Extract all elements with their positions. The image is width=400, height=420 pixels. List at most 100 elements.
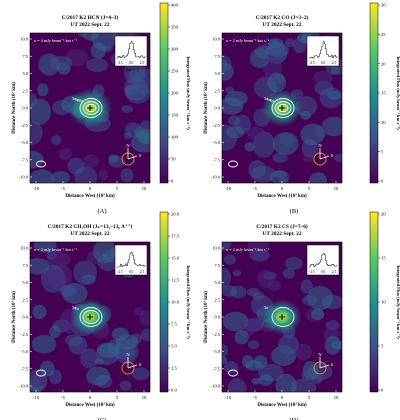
y-tick-label: 10.0 — [212, 37, 220, 42]
panel-subtitle: UT 2022 Sept. 22 — [262, 22, 301, 28]
inset-tick-label: -2.5 — [117, 61, 123, 65]
x-tick-label: 5 — [308, 395, 311, 400]
x-tick-label: -10 — [225, 186, 232, 191]
contour — [82, 310, 100, 324]
y-tick-label: 10.0 — [212, 246, 220, 251]
y-tick-label: 2.5 — [215, 297, 221, 302]
contour — [79, 98, 103, 118]
colorbar — [159, 2, 169, 184]
contour-label: 3σ — [264, 305, 269, 310]
contour-label: 3σ — [72, 96, 77, 101]
spectrum-line — [117, 41, 146, 59]
x-axis-label: Distance West (10³ km) — [257, 402, 307, 408]
colorbar-tick-label: 0 — [171, 179, 174, 184]
contour-label: 3σ — [72, 305, 77, 310]
y-tick-label: 0.0 — [23, 315, 29, 320]
x-tick-label: 10 — [334, 186, 339, 191]
colorbar-tick-label: 10 — [381, 120, 386, 125]
colorbar-tick-label: 350 — [171, 25, 179, 30]
y-tick-label: -5.0 — [21, 349, 29, 354]
x-tick-label: -5 — [253, 395, 258, 400]
inset-tick-label: 0.0 — [321, 61, 326, 65]
x-tick-label: 0 — [281, 186, 284, 191]
sigma-label: σ = 2 mJy beam⁻¹ km s⁻¹ — [226, 247, 270, 252]
y-tick-label: 7.5 — [215, 54, 221, 59]
y-tick-label: -5.0 — [213, 349, 221, 354]
sigma-label: σ = 2 mJy beam⁻¹ km s⁻¹ — [226, 38, 270, 43]
colorbar-tick-label: 150 — [171, 113, 179, 118]
y-tick-label: -2.5 — [21, 123, 29, 128]
panel-subtitle: UT 2022 Sept. 22 — [70, 22, 109, 28]
panel-caption: (B) — [290, 208, 299, 215]
colorbar-tick-label: 20 — [381, 212, 386, 217]
colorbar-tick-label: 25 — [381, 32, 386, 37]
y-axis-label: Distance North (10³ km) — [203, 82, 209, 134]
spectrum-line — [117, 251, 146, 268]
compass-north-label: N — [318, 143, 322, 148]
inset-tick-label: -2.5 — [309, 270, 315, 274]
colorbar-tick-label: 100 — [171, 135, 179, 140]
panel-title: C/2017 K2 HCN (J=4–3) — [62, 14, 119, 21]
inset-tick-label: 0.0 — [321, 270, 326, 274]
x-tick-label: 5 — [116, 395, 119, 400]
contour-label: 3σ — [264, 96, 269, 101]
colorbar-tick-label: 10.0 — [171, 300, 180, 305]
colorbar-tick-label: 30 — [381, 3, 386, 8]
colorbar-tick-label: 10 — [381, 300, 386, 305]
colorbar-tick-label: 12.5 — [171, 278, 180, 283]
x-tick-label: 0 — [89, 186, 92, 191]
y-tick-label: 2.5 — [23, 297, 29, 302]
y-tick-label: 7.5 — [23, 54, 29, 59]
x-tick-label: -5 — [61, 395, 66, 400]
x-tick-label: 5 — [116, 186, 119, 191]
colorbar-tick-label: 15 — [381, 256, 386, 261]
contour — [79, 307, 103, 327]
colorbar-tick-label: 0.0 — [171, 388, 177, 393]
inset-tick-label: 2.5 — [332, 61, 337, 65]
spectrum-inset — [114, 35, 148, 67]
beam-ellipse — [36, 369, 46, 377]
x-tick-label: -10 — [225, 395, 232, 400]
x-tick-label: -10 — [33, 395, 40, 400]
inset-xlabel: v (km s⁻¹) — [123, 277, 140, 281]
y-tick-label: -5.0 — [213, 140, 221, 145]
y-tick-label: -7.5 — [213, 157, 221, 162]
panel-subtitle: UT 2022 Sept. 22 — [262, 231, 301, 237]
colorbar-tick-label: 20.0 — [171, 212, 180, 217]
contour-label: 5σ — [267, 97, 272, 102]
contour — [82, 101, 100, 115]
spectrum-inset — [114, 244, 148, 276]
x-tick-label: 0 — [281, 395, 284, 400]
colorbar-tick-label: 7.5 — [171, 322, 177, 327]
colorbar-tick-label: 5 — [381, 344, 384, 349]
y-tick-label: 5.0 — [23, 71, 29, 76]
y-tick-label: -7.5 — [21, 366, 29, 371]
y-tick-label: 2.5 — [215, 88, 221, 93]
x-axis-label: Distance West (10³ km) — [65, 402, 115, 408]
compass-sun-label: S — [139, 362, 142, 367]
panel-subtitle: UT 2022 Sept. 22 — [70, 231, 109, 237]
x-tick-label: 0 — [89, 395, 92, 400]
colorbar — [369, 2, 379, 184]
nucleus-marker — [279, 105, 285, 111]
y-tick-label: 10.0 — [20, 37, 28, 42]
y-tick-label: 0.0 — [215, 315, 221, 320]
x-tick-label: 5 — [308, 186, 311, 191]
y-tick-label: 5.0 — [23, 280, 29, 285]
spectrum-line — [309, 41, 338, 59]
compass-sun-label: S — [139, 153, 142, 158]
contour-label: 5σ — [75, 306, 80, 311]
nucleus-marker — [87, 314, 93, 320]
colorbar-tick-label: 250 — [171, 69, 179, 74]
nucleus-marker — [87, 105, 93, 111]
colorbar-label: Integrated Flux (mJy beam⁻¹ km s⁻¹) — [186, 265, 191, 339]
colorbar — [369, 211, 379, 393]
y-tick-label: 5.0 — [215, 71, 221, 76]
colorbar-tick-label: 2.5 — [171, 366, 177, 371]
compass-arrows — [319, 357, 330, 369]
